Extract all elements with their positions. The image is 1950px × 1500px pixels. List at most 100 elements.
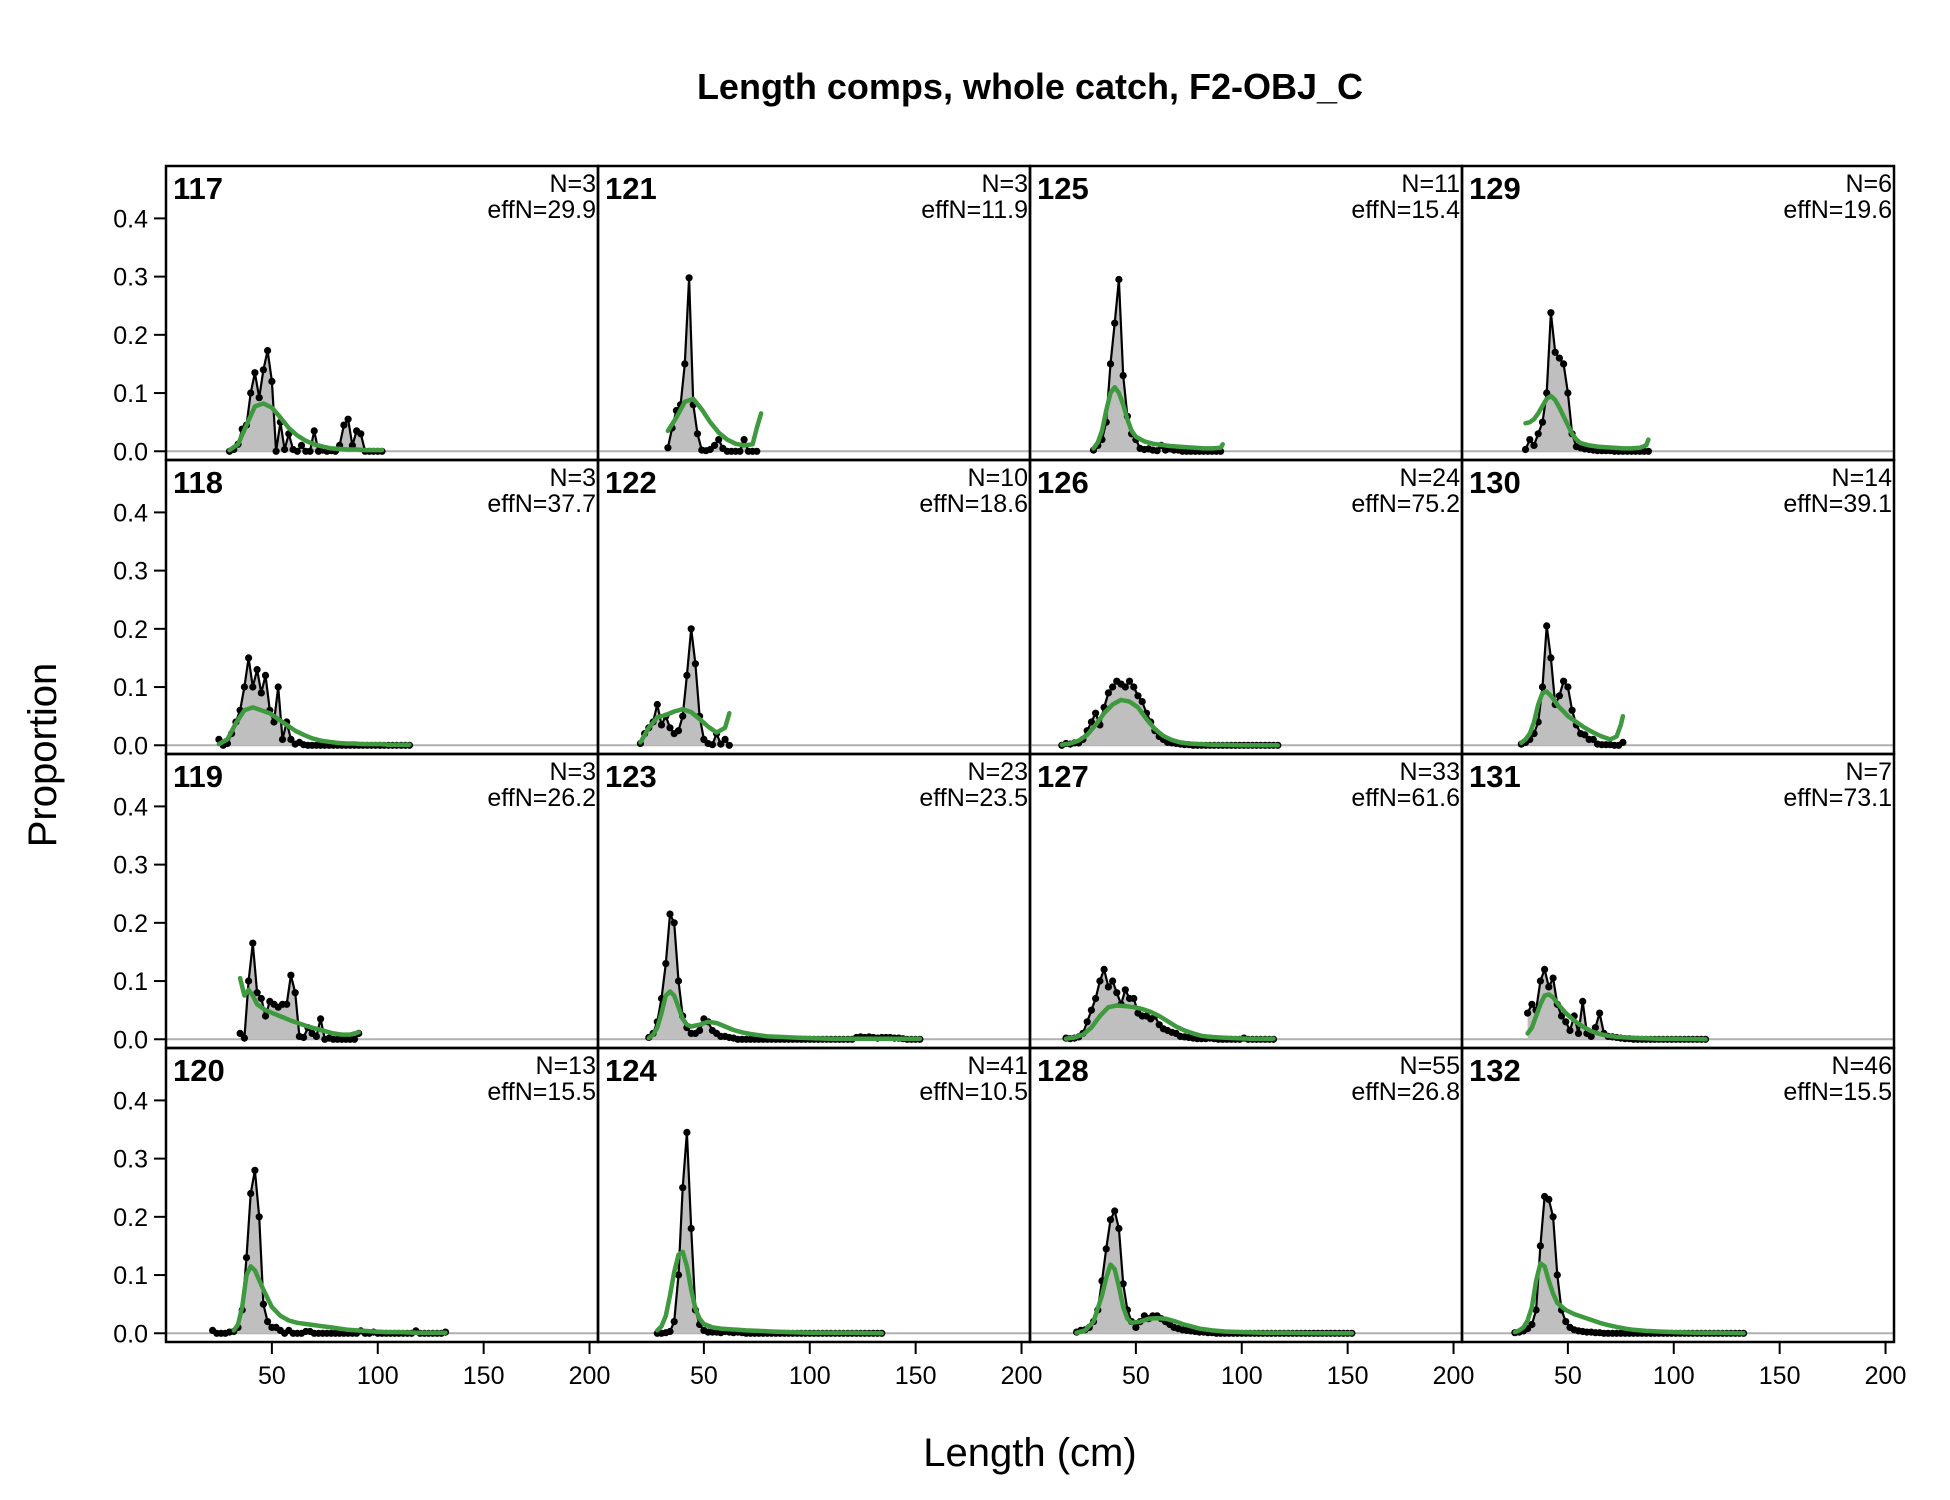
expected-line bbox=[638, 706, 732, 745]
y-tick-label: 0.4 bbox=[113, 499, 148, 527]
y-tick-label: 0.0 bbox=[113, 1320, 148, 1348]
x-tick-label: 50 bbox=[690, 1362, 718, 1390]
n-text: N=7 bbox=[1845, 758, 1892, 786]
observed-point bbox=[1581, 731, 1589, 739]
observed-point bbox=[679, 1184, 687, 1192]
observed-line bbox=[639, 628, 731, 747]
observed-area bbox=[1076, 1211, 1352, 1334]
observed-point bbox=[1153, 447, 1161, 455]
observed-point bbox=[657, 721, 666, 729]
observed-area bbox=[648, 914, 920, 1040]
panel-label: 130 bbox=[1469, 465, 1521, 500]
observed-area bbox=[1066, 969, 1274, 1040]
expected-line bbox=[665, 396, 764, 448]
observed-point bbox=[240, 1034, 248, 1042]
observed-point bbox=[721, 735, 729, 744]
observed-point bbox=[1528, 1000, 1536, 1008]
y-tick-label: 0.3 bbox=[113, 264, 148, 292]
observed-point bbox=[696, 1026, 704, 1035]
n-text: N=6 bbox=[1845, 170, 1892, 198]
x-tick-label: 100 bbox=[789, 1362, 831, 1390]
observed-area bbox=[1061, 681, 1278, 746]
observed-point bbox=[1553, 1271, 1561, 1279]
x-tick-label: 200 bbox=[1001, 1362, 1043, 1390]
observed-point bbox=[344, 415, 352, 423]
y-tick-label: 0.2 bbox=[113, 1204, 148, 1232]
n-text: N=41 bbox=[968, 1052, 1028, 1080]
expected-line bbox=[646, 989, 923, 1041]
observed-point bbox=[1083, 1018, 1091, 1026]
observed-point bbox=[253, 666, 261, 674]
n-text: N=24 bbox=[1400, 464, 1461, 492]
expected-line bbox=[237, 975, 361, 1037]
observed-point bbox=[1119, 372, 1127, 380]
observed-point bbox=[251, 1166, 259, 1174]
observed-point bbox=[300, 1033, 308, 1042]
observed-point bbox=[1596, 1009, 1604, 1017]
observed-point bbox=[1589, 735, 1597, 744]
observed-point bbox=[679, 712, 687, 720]
n-text: N=11 bbox=[1401, 170, 1460, 198]
observed-point bbox=[291, 989, 299, 997]
y-tick-label: 0.1 bbox=[113, 380, 148, 408]
observed-point bbox=[1555, 354, 1563, 362]
observed-point bbox=[1100, 965, 1108, 974]
observed-point bbox=[1125, 677, 1134, 685]
observed-point bbox=[1543, 389, 1551, 397]
observed-point bbox=[264, 347, 272, 355]
observed-point bbox=[670, 919, 678, 927]
observed-point bbox=[261, 1012, 270, 1020]
x-tick-label: 50 bbox=[1554, 1362, 1582, 1390]
observed-point bbox=[1534, 430, 1542, 438]
observed-point bbox=[687, 1224, 695, 1233]
y-tick-label: 0.1 bbox=[113, 968, 148, 996]
observed-point bbox=[674, 1271, 683, 1279]
effn-text: effN=26.2 bbox=[487, 784, 596, 812]
observed-point bbox=[653, 700, 661, 709]
panel-label: 120 bbox=[173, 1053, 225, 1088]
observed-point bbox=[685, 274, 693, 282]
expected-line bbox=[1074, 1262, 1355, 1336]
observed-point bbox=[340, 421, 348, 429]
observed-point bbox=[261, 671, 270, 680]
observed-point bbox=[1560, 360, 1568, 368]
expected-line bbox=[1525, 992, 1708, 1042]
observed-point bbox=[1568, 706, 1576, 714]
observed-point bbox=[1574, 1029, 1583, 1037]
effn-text: effN=15.5 bbox=[487, 1078, 596, 1106]
observed-point bbox=[708, 741, 717, 749]
observed-point bbox=[1538, 683, 1547, 691]
chart-title: Length comps, whole catch, F2-OBJ_C bbox=[697, 66, 1363, 107]
observed-point bbox=[1591, 1024, 1599, 1032]
effn-text: effN=23.5 bbox=[919, 784, 1028, 812]
x-tick-label: 100 bbox=[1653, 1362, 1695, 1390]
observed-point bbox=[257, 689, 265, 697]
observed-point bbox=[1106, 1216, 1115, 1224]
observed-point bbox=[666, 724, 674, 732]
panel-label: 129 bbox=[1469, 171, 1521, 206]
expected-line bbox=[1523, 393, 1651, 451]
panel-label: 123 bbox=[605, 759, 657, 794]
observed-point bbox=[1545, 983, 1553, 991]
effn-text: effN=18.6 bbox=[919, 490, 1028, 518]
y-tick-label: 0.4 bbox=[113, 793, 148, 821]
observed-point bbox=[253, 989, 261, 997]
observed-point bbox=[1619, 738, 1627, 747]
n-text: N=3 bbox=[981, 170, 1028, 198]
observed-point bbox=[1521, 445, 1530, 454]
observed-point bbox=[674, 727, 683, 735]
observed-point bbox=[1087, 718, 1095, 726]
observed-point bbox=[683, 671, 691, 680]
x-tick-label: 100 bbox=[357, 1362, 399, 1390]
expected-line bbox=[1519, 689, 1626, 746]
